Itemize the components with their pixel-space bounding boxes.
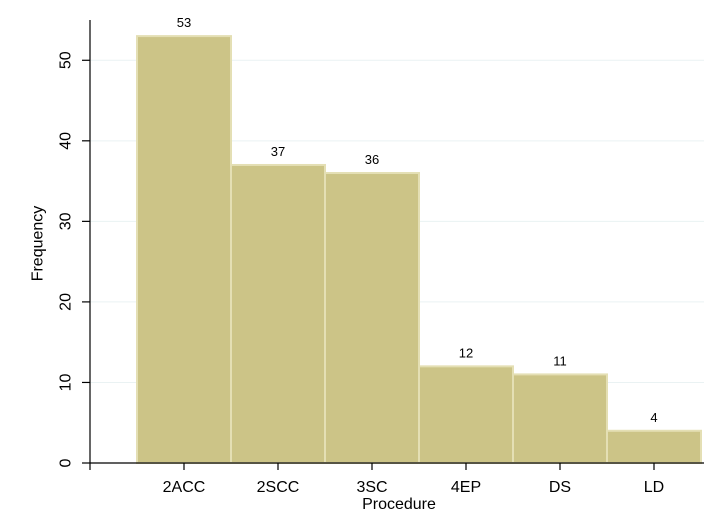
bars	[136, 35, 702, 465]
x-axis-ticks: 2ACC 2SCC 3SC 4EP DS LD	[89, 463, 664, 496]
data-label: 37	[271, 144, 285, 159]
x-axis-title: Procedure	[362, 496, 436, 513]
x-tick-label: DS	[549, 479, 571, 496]
x-tick-label: 3SC	[356, 479, 387, 496]
y-tick-label: 20	[58, 293, 75, 311]
x-tick-label: 2SCC	[257, 479, 300, 496]
data-label: 11	[553, 353, 567, 368]
bar-3sc	[324, 172, 420, 464]
bar-ld	[606, 429, 702, 465]
y-tick-label: 50	[58, 51, 75, 69]
bar-ds	[512, 373, 608, 464]
data-label: 53	[177, 15, 191, 30]
data-labels: 53 37 36 12 11 4	[177, 15, 658, 425]
data-label: 4	[650, 410, 657, 425]
y-axis-ticks: 0 10 20 30 40 50	[58, 51, 90, 467]
data-label: 12	[459, 345, 473, 360]
y-tick-label: 0	[58, 458, 75, 467]
y-tick-label: 40	[58, 132, 75, 150]
y-tick-label: 10	[58, 373, 75, 391]
x-tick-label: 4EP	[451, 479, 481, 496]
bar-4ep	[418, 365, 514, 465]
axes	[89, 20, 704, 464]
y-axis-title: Frequency	[30, 206, 47, 282]
data-label: 36	[365, 152, 379, 167]
x-tick-label: LD	[644, 479, 664, 496]
x-tick-label: 2ACC	[163, 479, 206, 496]
y-tick-label: 30	[58, 212, 75, 230]
bar-2acc	[136, 35, 232, 464]
bar-2scc	[230, 163, 326, 464]
